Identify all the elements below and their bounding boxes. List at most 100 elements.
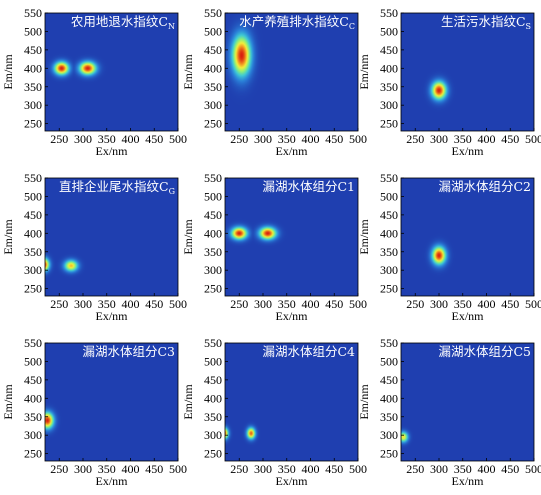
y-tick-label: 250 bbox=[204, 447, 222, 461]
x-tick-label: 450 bbox=[501, 462, 519, 476]
x-tick-label: 500 bbox=[525, 132, 541, 146]
y-tick-label: 500 bbox=[24, 354, 42, 368]
x-tick-label: 450 bbox=[325, 132, 343, 146]
eem-panel-6: 250 300 350 400 450 500 250 300 350 400 450 500 550 E… bbox=[356, 165, 541, 330]
eem-heatmap bbox=[45, 343, 178, 461]
x-tick-label: 350 bbox=[454, 297, 472, 311]
y-axis-label: Em/nm bbox=[1, 384, 15, 420]
panel-title: 漏湖水体组分C1 bbox=[262, 179, 355, 194]
eem-panel-1: 250 300 350 400 450 500 250 300 350 400 450 500 550 E… bbox=[0, 0, 187, 165]
plot-frame bbox=[44, 342, 179, 462]
x-axis-label: Ex/nm bbox=[276, 144, 309, 158]
plot-frame bbox=[224, 12, 359, 132]
y-tick-label: 300 bbox=[380, 98, 398, 112]
eem-panel-2: 250 300 350 400 450 500 250 300 350 400 450 500 550 E… bbox=[180, 0, 367, 165]
panel-title: 直排企业尾水指纹CG bbox=[59, 179, 175, 196]
eem-heatmap bbox=[225, 178, 358, 296]
x-tick-label: 450 bbox=[501, 132, 519, 146]
y-tick-label: 550 bbox=[380, 6, 398, 20]
x-tick-label: 350 bbox=[98, 297, 116, 311]
y-tick-label: 350 bbox=[204, 410, 222, 424]
eem-heatmap bbox=[225, 13, 358, 131]
y-tick-label: 450 bbox=[380, 208, 398, 222]
plot-frame bbox=[44, 177, 179, 297]
eem-heatmap bbox=[225, 343, 358, 461]
x-tick-label: 400 bbox=[302, 132, 320, 146]
x-tick-label: 300 bbox=[430, 462, 448, 476]
x-tick-label: 450 bbox=[325, 462, 343, 476]
x-tick-label: 500 bbox=[349, 462, 367, 476]
x-tick-label: 350 bbox=[278, 462, 296, 476]
x-tick-label: 450 bbox=[145, 132, 163, 146]
y-tick-label: 250 bbox=[380, 282, 398, 296]
y-tick-label: 300 bbox=[204, 263, 222, 277]
y-axis-label: Em/nm bbox=[1, 219, 15, 255]
x-tick-label: 400 bbox=[122, 132, 140, 146]
y-tick-label: 450 bbox=[380, 43, 398, 57]
plot-frame bbox=[400, 177, 535, 297]
y-tick-label: 550 bbox=[204, 336, 222, 350]
x-tick-label: 450 bbox=[145, 297, 163, 311]
eem-panel-9: 250 300 350 400 450 500 250 300 350 400 450 500 550 E… bbox=[356, 330, 541, 495]
y-tick-label: 300 bbox=[24, 98, 42, 112]
eem-heatmap bbox=[401, 343, 534, 461]
x-tick-label: 350 bbox=[454, 462, 472, 476]
x-tick-label: 500 bbox=[169, 462, 187, 476]
y-tick-label: 300 bbox=[380, 263, 398, 277]
eem-panel-7: 250 300 350 400 450 500 250 300 350 400 450 500 550 E… bbox=[0, 330, 187, 495]
x-tick-label: 350 bbox=[98, 462, 116, 476]
y-tick-label: 450 bbox=[24, 208, 42, 222]
x-tick-label: 300 bbox=[254, 297, 272, 311]
y-tick-label: 500 bbox=[24, 24, 42, 38]
x-tick-label: 500 bbox=[169, 297, 187, 311]
x-tick-label: 300 bbox=[430, 297, 448, 311]
x-tick-label: 400 bbox=[302, 297, 320, 311]
y-tick-label: 550 bbox=[380, 336, 398, 350]
x-axis-label: Ex/nm bbox=[276, 474, 309, 488]
y-tick-label: 350 bbox=[204, 245, 222, 259]
y-tick-label: 500 bbox=[204, 189, 222, 203]
panel-title-text: 漏湖水体组分C2 bbox=[438, 179, 531, 194]
x-tick-label: 350 bbox=[98, 132, 116, 146]
y-tick-label: 350 bbox=[24, 410, 42, 424]
y-tick-label: 400 bbox=[380, 226, 398, 240]
y-tick-label: 400 bbox=[204, 61, 222, 75]
x-axis-label: Ex/nm bbox=[276, 309, 309, 323]
panel-title-text: 漏湖水体组分C4 bbox=[262, 344, 355, 359]
y-tick-label: 400 bbox=[24, 226, 42, 240]
y-tick-label: 250 bbox=[24, 117, 42, 131]
panel-title: 生活污水指纹CS bbox=[441, 14, 531, 31]
y-tick-label: 250 bbox=[204, 117, 222, 131]
x-tick-label: 250 bbox=[230, 462, 248, 476]
eem-panel-svg: 250 300 350 400 450 500 250 300 350 400 450 500 550 E… bbox=[357, 171, 541, 323]
y-tick-label: 250 bbox=[204, 282, 222, 296]
y-tick-label: 250 bbox=[24, 282, 42, 296]
plot-frame bbox=[224, 342, 359, 462]
panel-title-text: 漏湖水体组分C1 bbox=[262, 179, 355, 194]
plot-frame bbox=[224, 177, 359, 297]
x-tick-label: 300 bbox=[254, 462, 272, 476]
x-tick-label: 500 bbox=[525, 297, 541, 311]
panel-title-subscript: G bbox=[169, 187, 175, 196]
x-tick-label: 450 bbox=[325, 297, 343, 311]
x-tick-label: 300 bbox=[74, 132, 92, 146]
y-tick-label: 550 bbox=[204, 171, 222, 185]
y-axis-label: Em/nm bbox=[1, 54, 15, 90]
x-tick-label: 500 bbox=[525, 462, 541, 476]
y-tick-label: 350 bbox=[380, 245, 398, 259]
y-tick-label: 300 bbox=[204, 428, 222, 442]
y-tick-label: 350 bbox=[24, 245, 42, 259]
panel-title-text: 农用地退水指纹C bbox=[71, 14, 168, 29]
y-axis-label: Em/nm bbox=[181, 54, 195, 90]
y-tick-label: 450 bbox=[380, 373, 398, 387]
y-tick-label: 550 bbox=[380, 171, 398, 185]
y-tick-label: 500 bbox=[380, 354, 398, 368]
y-tick-label: 500 bbox=[380, 189, 398, 203]
x-tick-label: 400 bbox=[122, 297, 140, 311]
y-tick-label: 400 bbox=[24, 391, 42, 405]
eem-panel-svg: 250 300 350 400 450 500 250 300 350 400 450 500 550 E… bbox=[1, 171, 187, 323]
panel-title-subscript: C bbox=[349, 22, 355, 31]
y-tick-label: 350 bbox=[204, 80, 222, 94]
eem-panel-4: 250 300 350 400 450 500 250 300 350 400 450 500 550 E… bbox=[0, 165, 187, 330]
